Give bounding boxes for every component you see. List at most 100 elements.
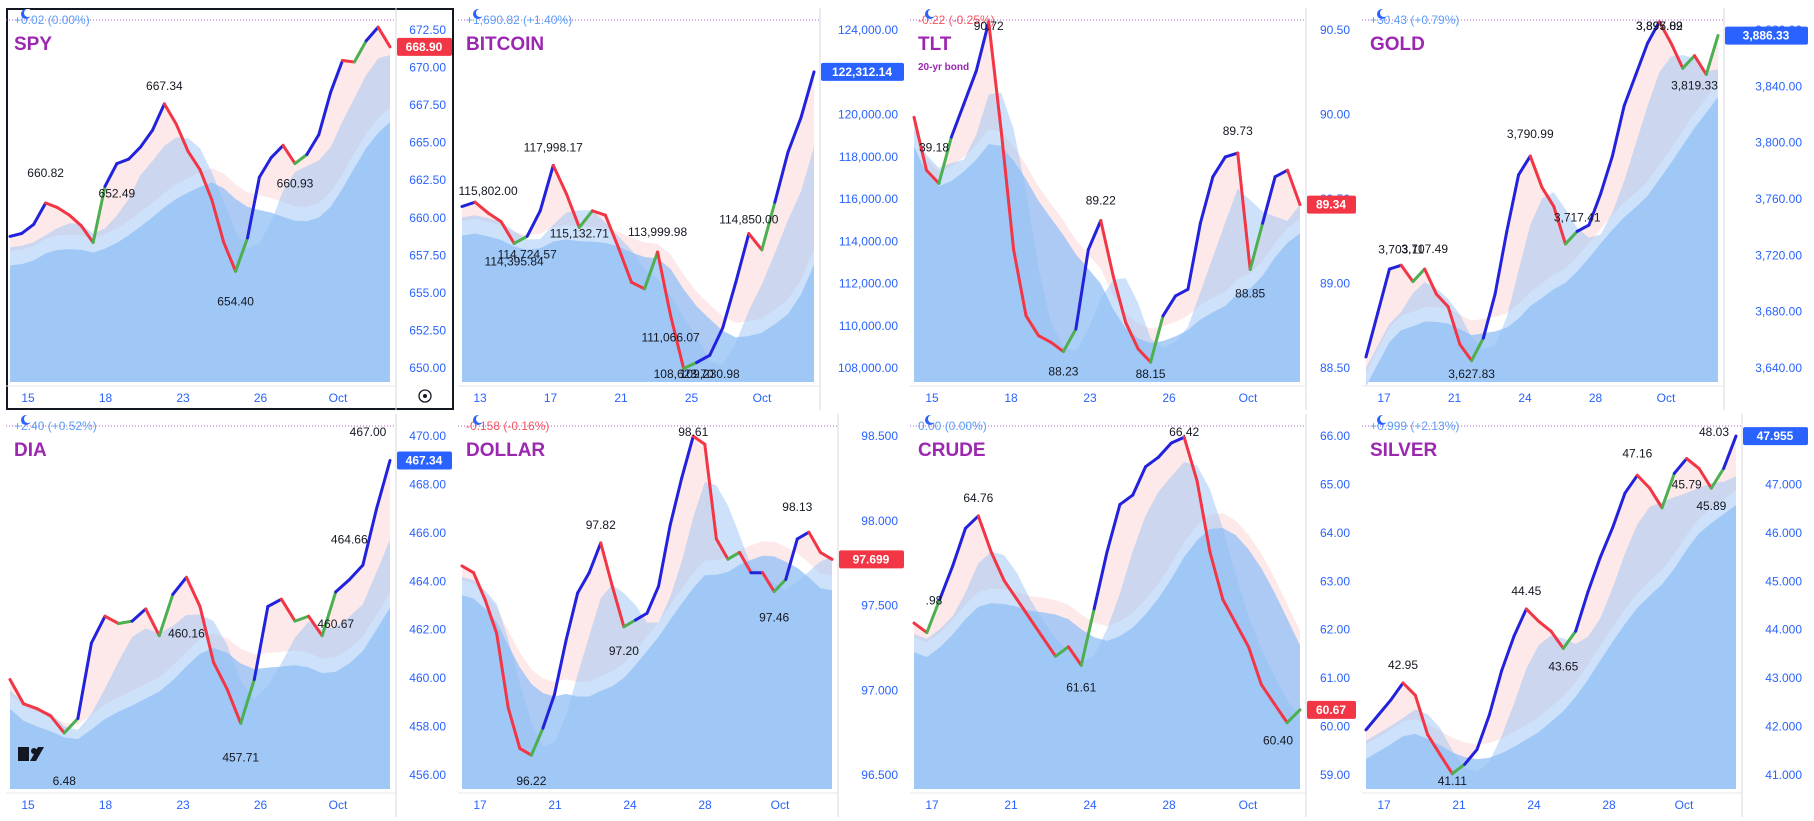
price-segment [1634, 41, 1650, 76]
price-segment [293, 153, 309, 166]
price-segment [721, 280, 738, 330]
price-segment [1041, 635, 1058, 658]
price-badge-label: 122,312.14 [832, 65, 892, 79]
price-segment [1012, 248, 1028, 318]
price-badge [1725, 26, 1808, 45]
price-segment [171, 575, 188, 596]
price-annotation: 45.79 [1672, 478, 1702, 492]
price-annotation: 45.89 [1696, 499, 1726, 513]
price-segment [1015, 597, 1032, 620]
chart-panel-dia[interactable]: +2.40 (+0.52%) DIA 467.00 464.66 460.16 457.7… [6, 414, 454, 817]
y-tick-label: 108,000.00 [838, 361, 898, 375]
price-segment [1273, 168, 1290, 179]
moon-icon[interactable] [473, 9, 484, 19]
moon-icon[interactable] [925, 415, 936, 425]
chart-svg-silver: +0.999 (+2.13%) SILVER 48.03 47.16 44.45 43.6… [1362, 414, 1808, 817]
moon-icon[interactable] [1377, 9, 1388, 19]
slow-average-area [462, 555, 832, 789]
y-tick-label: 466.00 [409, 526, 446, 540]
down-zone-area [914, 21, 1300, 363]
y-tick-label: 655.00 [409, 286, 446, 300]
y-tick-label: 3,840.00 [1755, 79, 1802, 93]
price-segment [269, 143, 285, 160]
chart-panel-tlt[interactable]: -0.22 (-0.25%) TLT 20-yr bond 90.72 39.18 88.… [910, 8, 1358, 410]
price-segment [1156, 441, 1173, 459]
price-badge-label: 89.34 [1316, 198, 1346, 212]
chart-panel-dollar[interactable]: -0.158 (-0.16%) DOLLAR 98.61 97.82 97.20 98.1… [458, 414, 906, 817]
price-annotation: 97.82 [586, 518, 616, 532]
price-badge [821, 62, 904, 81]
change-label: +0.02 (0.00%) [14, 13, 90, 27]
y-tick-label: 62.00 [1320, 623, 1350, 637]
price-segment [483, 598, 499, 636]
price-annotation: 457.71 [222, 750, 259, 764]
price-annotation: 464.66 [331, 533, 368, 547]
price-segment [130, 607, 148, 623]
price-segment [144, 607, 161, 638]
chart-panel-gold[interactable]: +30.43 (+0.79%) GOLD 3,895.89 3,897.02 3,790… [1362, 8, 1810, 410]
price-segment [20, 222, 36, 235]
price-segment [472, 571, 487, 602]
price-segment [529, 726, 545, 757]
price-segment [538, 163, 555, 213]
price-segment [1002, 578, 1019, 601]
price-annotation: 460.16 [168, 626, 205, 640]
x-tick-label: 15 [21, 391, 35, 405]
price-segment [317, 90, 333, 137]
change-label: +0.999 (+2.13%) [1370, 419, 1459, 433]
price-annotation: 117,998.17 [524, 140, 583, 154]
price-segment [691, 434, 707, 446]
y-tick-label: 43.000 [1765, 671, 1802, 685]
price-segment [1587, 192, 1603, 227]
x-tick-label: 24 [1527, 798, 1541, 812]
price-segment [139, 128, 154, 149]
moon-icon[interactable] [1377, 415, 1388, 425]
price-badge [839, 550, 904, 569]
price-segment [747, 232, 764, 252]
y-tick-label: 98.000 [861, 514, 898, 528]
price-segment [1722, 434, 1738, 470]
chart-panel-bitcoin[interactable]: +1,690.82 (+1.40%) BITCOIN 117,998.17 115,8… [458, 8, 906, 410]
chart-panel-crude[interactable]: 0.00 (0.00%) CRUDE 66.42 .98 64.76 61.61 60.40… [910, 414, 1358, 817]
price-segment [1389, 681, 1405, 702]
x-tick-label: 21 [1448, 391, 1462, 405]
moon-icon[interactable] [925, 9, 936, 19]
x-tick-label: 28 [1589, 391, 1603, 405]
price-segment [974, 20, 991, 73]
price-segment [1223, 151, 1240, 159]
price-segment [924, 168, 941, 185]
price-annotation: 97.20 [609, 644, 639, 658]
price-segment [1387, 263, 1403, 271]
price-segment [703, 442, 718, 541]
price-segment [266, 597, 283, 608]
price-segment [1426, 733, 1442, 756]
x-tick-label: 25 [685, 391, 699, 405]
x-tick-label: 24 [1083, 798, 1097, 812]
x-tick-label: 23 [176, 391, 190, 405]
chart-svg-crude: 0.00 (0.00%) CRUDE 66.42 .98 64.76 61.61 60.40… [910, 414, 1356, 817]
price-segment [1438, 752, 1454, 776]
moon-icon[interactable] [21, 415, 32, 425]
price-segment [210, 198, 226, 244]
price-segment [761, 571, 776, 594]
x-tick-label: 28 [1602, 798, 1616, 812]
price-segment [279, 597, 297, 623]
change-label: -0.158 (-0.16%) [466, 419, 549, 433]
price-segment [1540, 185, 1556, 208]
moon-icon[interactable] [21, 9, 32, 19]
price-segment [1598, 526, 1615, 559]
x-tick-label: 26 [1162, 391, 1176, 405]
x-tick-label: 17 [473, 798, 487, 812]
down-zone-area [10, 27, 390, 272]
chart-panel-silver[interactable]: +0.999 (+2.13%) SILVER 48.03 47.16 44.45 43.6… [1362, 414, 1810, 817]
x-tick-label: 18 [99, 391, 113, 405]
slow-average-area [1366, 96, 1718, 387]
settings-icon[interactable] [418, 389, 432, 403]
price-annotation: 41.11 [1438, 774, 1467, 788]
price-segment [610, 584, 626, 629]
y-tick-label: 60.00 [1320, 720, 1350, 734]
moon-icon[interactable] [473, 415, 484, 425]
price-segment [103, 614, 121, 626]
chart-panel-spy[interactable]: +0.02 (0.00%) SPY 667.34 660.82 652.49 654.40… [6, 8, 454, 410]
price-segment [1401, 681, 1417, 697]
